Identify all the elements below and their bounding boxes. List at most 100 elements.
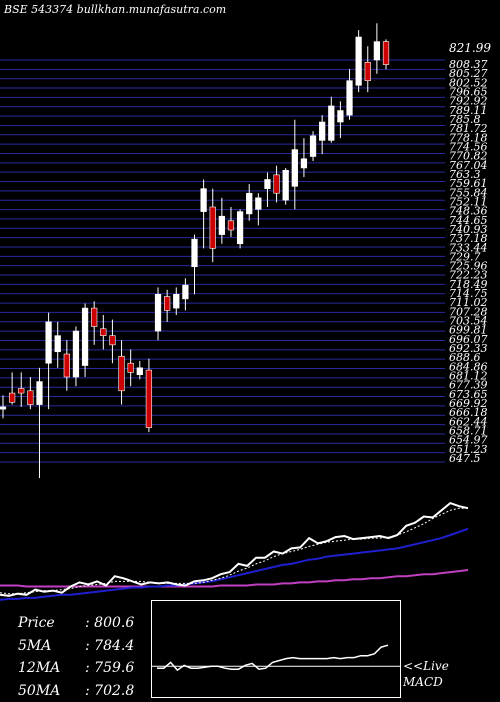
candle-body <box>0 407 6 409</box>
candle <box>283 168 289 205</box>
candle-body <box>46 322 52 363</box>
candle-body <box>347 81 353 115</box>
candle-body <box>164 297 170 311</box>
candle-body <box>301 159 307 168</box>
candle-body <box>100 329 106 336</box>
candle-body <box>210 207 216 248</box>
candle-body <box>356 37 362 85</box>
candle <box>210 189 216 263</box>
candle <box>274 166 280 203</box>
ma5-label: 5MA <box>18 635 85 658</box>
ma50-value: 702.8 <box>94 680 134 702</box>
live-macd-label[interactable]: <<Live MACD <box>403 658 449 690</box>
stock-code: 543374 <box>31 3 73 16</box>
candle <box>347 69 353 120</box>
candle-body <box>119 356 125 390</box>
candle-body <box>146 370 152 427</box>
candle <box>265 173 271 207</box>
candle <box>328 97 334 143</box>
candle-body <box>219 216 225 234</box>
candle-body <box>365 62 371 80</box>
candle <box>356 30 362 92</box>
exchange-label: BSE <box>4 3 28 16</box>
price-value: 800.6 <box>94 612 134 635</box>
candle-body <box>82 308 88 365</box>
candle-body <box>246 193 252 214</box>
candle-body <box>137 368 143 375</box>
candle <box>192 235 198 295</box>
stats-box: Price: 800.6 5MA: 784.4 12MA: 759.6 50MA… <box>18 612 134 702</box>
candle-body <box>91 308 97 326</box>
ma50-label: 50MA <box>18 680 85 702</box>
ma-slow-line <box>0 570 468 587</box>
candle-body <box>374 42 380 60</box>
candle <box>137 361 143 379</box>
candle <box>365 46 371 92</box>
candle <box>28 377 34 409</box>
candle-body <box>9 393 15 402</box>
candle <box>100 315 106 349</box>
candle-body <box>274 175 280 193</box>
candle <box>155 287 161 340</box>
candle-body <box>73 331 79 377</box>
candle-body <box>328 106 334 140</box>
candle <box>64 340 70 391</box>
ma12-label: 12MA <box>18 657 85 680</box>
ma5-value: 784.4 <box>94 635 134 658</box>
candle <box>91 301 97 345</box>
candle-body <box>237 212 243 244</box>
candle <box>383 39 389 69</box>
price-axis-label: 647.5 <box>449 452 481 465</box>
candle <box>292 120 298 210</box>
candle-body <box>64 354 70 377</box>
candle <box>183 278 189 310</box>
candle <box>237 209 243 248</box>
candle <box>73 326 79 386</box>
ma-fast-line <box>0 508 468 594</box>
candle-body <box>338 111 344 122</box>
candle-body <box>383 42 389 65</box>
ma-mid-line <box>0 529 468 600</box>
candle-body <box>292 150 298 187</box>
ma12-value: 759.6 <box>94 657 134 680</box>
candle-body <box>183 285 189 299</box>
candle-body <box>28 391 34 405</box>
site-name: bullkhan.munafasutra.com <box>77 3 227 16</box>
candle <box>55 322 61 368</box>
candle-body <box>265 179 271 188</box>
candle <box>256 193 262 225</box>
candle-body <box>256 198 262 209</box>
candle-body <box>283 170 289 200</box>
candle-body <box>173 294 179 308</box>
price-label: Price <box>18 612 85 635</box>
live-link-text[interactable]: <<Live <box>403 658 449 674</box>
candle-body <box>18 388 24 393</box>
candle <box>374 23 380 74</box>
macd-panel-frame <box>151 600 401 698</box>
candle-body <box>55 336 61 352</box>
candle <box>46 313 52 409</box>
candle-body <box>228 221 234 230</box>
candle-body <box>201 189 207 212</box>
candle <box>173 287 179 315</box>
candle <box>146 359 152 433</box>
candle-body <box>37 382 43 405</box>
candle-body <box>319 122 325 140</box>
candle <box>246 184 252 221</box>
candle-body <box>155 294 161 331</box>
candle-body <box>110 336 116 345</box>
candle <box>228 207 234 237</box>
candle <box>310 131 316 161</box>
chart-header: BSE 543374 bullkhan.munafasutra.com <box>4 3 226 16</box>
candle <box>128 349 134 386</box>
candle <box>219 198 225 244</box>
macd-text: MACD <box>403 674 449 690</box>
candle-body <box>192 239 198 267</box>
candle <box>82 303 88 377</box>
candle <box>319 115 325 154</box>
price-line <box>0 503 468 596</box>
candle <box>164 290 170 322</box>
candle-body <box>128 363 134 372</box>
candle <box>110 320 116 364</box>
